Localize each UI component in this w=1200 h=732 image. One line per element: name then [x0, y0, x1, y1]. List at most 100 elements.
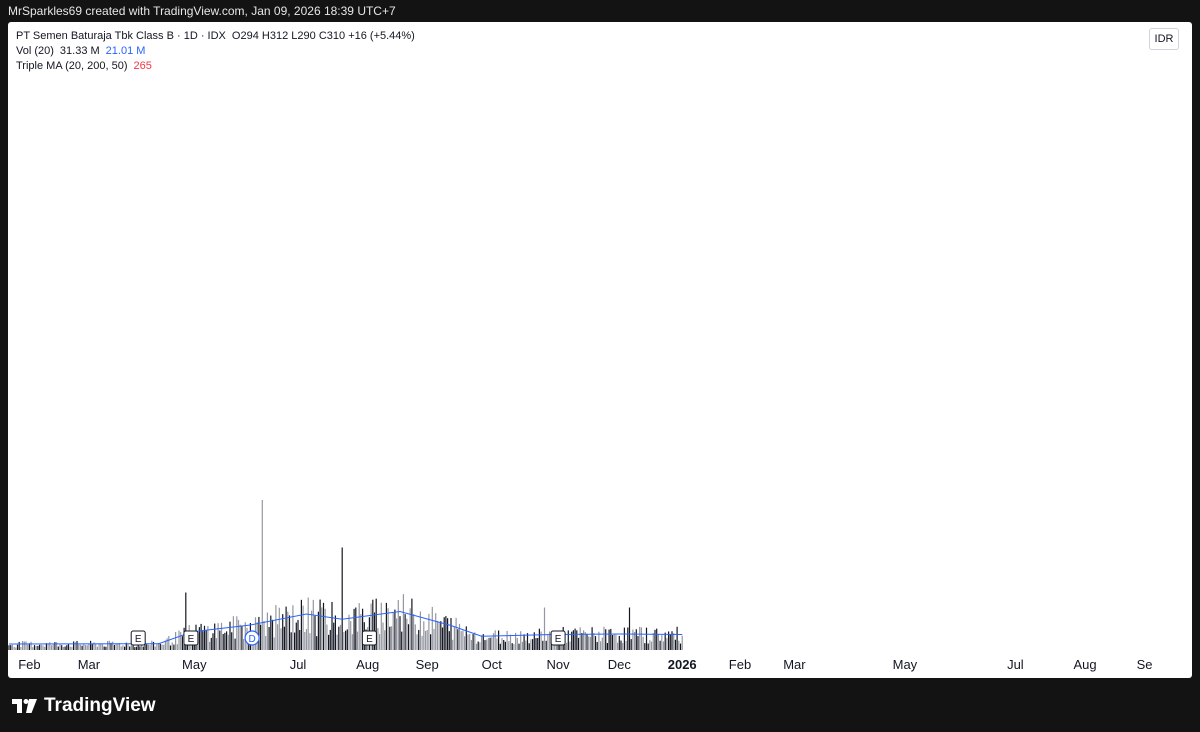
volume-bar	[362, 608, 364, 650]
volume-bar	[630, 639, 632, 650]
volume-bar	[606, 643, 608, 650]
volume-bar	[125, 642, 127, 650]
volume-bar	[673, 633, 675, 650]
volume-bar	[662, 641, 665, 650]
x-tick-label: May	[182, 657, 207, 672]
volume-bar	[450, 618, 452, 650]
volume-bar	[151, 640, 153, 650]
volume-bar	[270, 615, 272, 650]
x-tick-label: Nov	[547, 657, 571, 672]
volume-bar	[484, 640, 486, 650]
volume-bar	[474, 632, 476, 650]
volume-bar	[452, 639, 454, 650]
earnings-marker-label: E	[135, 634, 142, 645]
volume-bar	[154, 646, 156, 650]
volume-bar	[380, 602, 382, 650]
x-tick-label: Jul	[1007, 657, 1024, 672]
volume-bar	[508, 641, 510, 650]
volume-bar	[159, 643, 161, 650]
volume-bar	[477, 641, 479, 650]
volume-bar	[532, 639, 534, 650]
volume-bar	[661, 635, 663, 650]
volume-bar	[314, 615, 316, 650]
volume-bar	[462, 630, 464, 650]
volume-bar	[627, 627, 629, 650]
volume-bar	[402, 594, 404, 650]
volume-bar	[202, 631, 204, 650]
volume-bar	[210, 637, 212, 650]
volume-bar	[542, 640, 544, 650]
volume-bar	[389, 626, 391, 650]
x-tick-label: Sep	[416, 657, 439, 672]
volume-bar	[353, 608, 355, 650]
currency-button[interactable]: IDR	[1149, 28, 1179, 50]
close-label: C	[318, 30, 327, 42]
volume-bar	[176, 644, 178, 650]
volume-bar	[61, 645, 63, 650]
volume-bar	[50, 645, 53, 650]
volume-bar	[445, 616, 447, 650]
volume-bar	[441, 627, 444, 650]
ma-row: Triple MA (20, 200, 50) 265	[16, 59, 415, 74]
volume-bar	[273, 637, 275, 650]
volume-bar	[489, 637, 491, 650]
volume-bar	[370, 603, 372, 650]
low-label: L	[291, 30, 298, 42]
volume-bar	[657, 634, 659, 650]
volume-bar	[586, 633, 588, 650]
volume-bar	[623, 627, 625, 650]
volume-bar	[491, 637, 493, 650]
volume-bar	[47, 643, 49, 650]
volume-bar	[25, 641, 27, 650]
volume-bar	[581, 632, 583, 650]
volume-bar	[11, 644, 13, 650]
volume-bar	[122, 645, 124, 650]
price-chart[interactable]: 1 (454) (i)(ii)(iii)(iv)(v)A(i)B(ii)①②③④…	[8, 22, 1192, 678]
volume-bar	[674, 639, 676, 650]
volume-bar	[651, 641, 653, 650]
volume-bar	[215, 638, 217, 650]
volume-bar	[171, 642, 173, 650]
volume-bar	[336, 634, 338, 650]
volume-bar	[511, 643, 513, 650]
volume-bar	[540, 631, 542, 650]
volume-bar	[226, 631, 228, 650]
volume-bar	[671, 631, 673, 650]
volume-bar	[79, 644, 81, 650]
volume-bar	[509, 634, 512, 650]
symbol-row: PT Semen Baturaja Tbk Class B · 1D · IDX…	[16, 29, 415, 44]
volume-bar	[465, 626, 467, 650]
volume-bar	[237, 619, 240, 650]
volume-bar	[334, 615, 336, 650]
volume-bar	[98, 644, 100, 650]
volume-bar	[435, 613, 437, 650]
low-value: 290	[297, 30, 316, 42]
volume-bar	[149, 644, 151, 650]
volume-bar	[309, 633, 311, 650]
volume-bar	[277, 624, 279, 650]
volume-bar	[163, 644, 165, 650]
chart-panel[interactable]: 1 (454) (i)(ii)(iii)(iv)(v)A(i)B(ii)①②③④…	[8, 22, 1192, 678]
open-value: 294	[240, 30, 259, 42]
volume-bar	[377, 628, 379, 650]
volume-bar	[173, 644, 175, 650]
volume-bar	[652, 633, 654, 650]
volume-bar	[464, 636, 466, 650]
ma-value: 265	[133, 60, 152, 72]
volume-bar	[49, 642, 51, 650]
volume-bar	[169, 645, 172, 650]
volume-bar	[409, 608, 411, 650]
volume-bar	[312, 599, 314, 650]
x-tick-label: Feb	[18, 657, 40, 672]
volume-bar	[329, 629, 331, 650]
x-tick-label: May	[893, 657, 918, 672]
volume-bar	[390, 626, 393, 650]
volume-bar	[479, 642, 481, 650]
x-tick-label: 2026	[668, 657, 697, 672]
volume-bar	[333, 622, 335, 650]
volume-bar	[203, 625, 206, 650]
tradingview-logo[interactable]: TradingView	[12, 695, 156, 717]
volume-bar	[443, 617, 445, 650]
volume-bar	[168, 636, 170, 650]
volume-bar	[518, 643, 520, 650]
